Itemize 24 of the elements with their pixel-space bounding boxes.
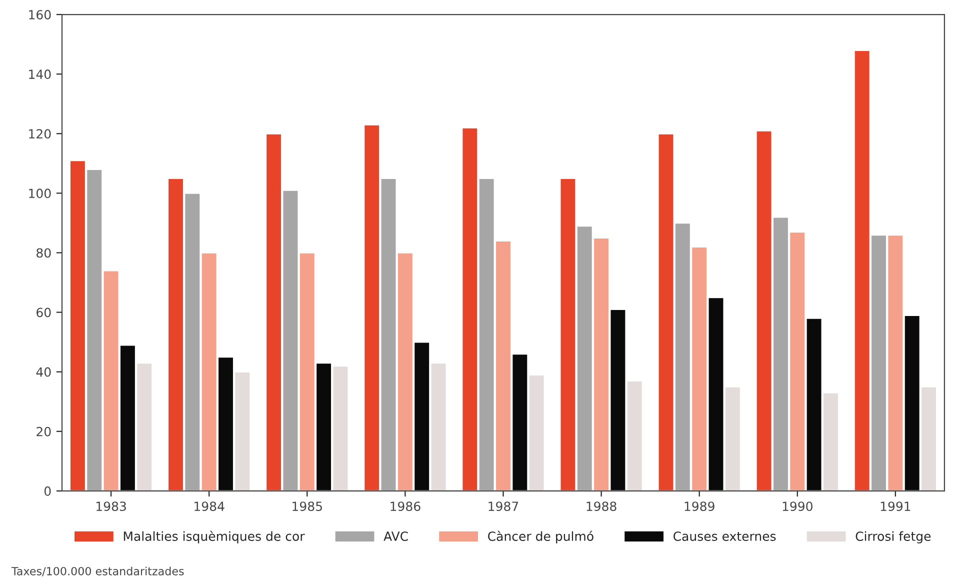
y-tick-label: 40	[36, 367, 51, 377]
x-tick-label: 1986	[390, 502, 420, 512]
x-tick-label: 1983	[96, 502, 126, 512]
x-tick-label: 1989	[684, 502, 714, 512]
y-tick-label: 120	[29, 129, 51, 139]
legend-label: Càncer de pulmó	[488, 530, 594, 544]
x-tick-label: 1984	[194, 502, 224, 512]
legend-label: Malalties isquèmiques de cor	[124, 530, 305, 544]
x-tick-label: 1985	[292, 502, 322, 512]
legend-label: Cirrosi fetge	[856, 531, 931, 544]
legend-label: Causes externes	[674, 532, 776, 541]
x-tick-label: 1987	[488, 502, 518, 512]
y-tick-label: 0	[44, 486, 51, 496]
y-tick-label: 80	[36, 248, 51, 258]
x-tick-label: 1990	[782, 502, 812, 512]
y-tick-label: 100	[29, 188, 51, 198]
x-tick-label: 1991	[880, 502, 910, 512]
x-tick-label: 1988	[586, 502, 616, 512]
y-tick-label: 140	[29, 70, 51, 80]
y-tick-label: 20	[36, 426, 51, 436]
y-tick-label: 160	[29, 10, 51, 20]
y-tick-label: 60	[36, 308, 51, 318]
legend-label: AVC	[384, 532, 408, 541]
text: Taxes/100.000 estandaritzades	[11, 566, 184, 576]
